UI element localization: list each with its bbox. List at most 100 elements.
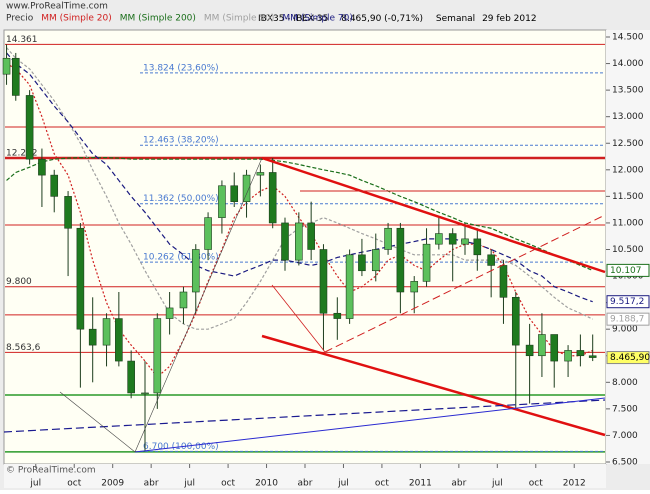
candle-body <box>25 95 34 160</box>
candle-body <box>165 307 174 319</box>
level-label: 12.222 <box>6 149 38 159</box>
x-tick-label: abr <box>144 479 159 489</box>
candle-body <box>11 57 20 96</box>
y-tick-label: 9.000 <box>612 325 638 335</box>
candle-body <box>256 172 265 176</box>
x-tick-label: oct <box>221 479 235 489</box>
trendline <box>261 334 606 437</box>
candle-body <box>179 291 188 309</box>
trendline <box>134 157 263 453</box>
candle-body <box>345 254 354 319</box>
candle-body <box>268 172 277 224</box>
y-tick-label: 12.000 <box>612 165 644 175</box>
candle-body <box>333 312 342 319</box>
x-tick-label: 2010 <box>255 479 278 489</box>
x-tick-label: abr <box>298 479 313 489</box>
y-tick-label: 7.500 <box>612 404 638 414</box>
x-tick-label: 2009 <box>101 479 124 489</box>
candle-body <box>422 243 431 282</box>
header: IBX35 - IBEX-35 8.465,90 (-0,71%) Semana… <box>258 14 537 24</box>
candle-body <box>473 238 482 256</box>
candle-body <box>499 265 508 298</box>
x-tick-label: 2012 <box>563 479 586 489</box>
fib-label: 13.824 (23,60%) <box>143 63 219 73</box>
end-label: 9.517,2 <box>610 297 644 307</box>
candle-body <box>50 174 59 197</box>
last: 8.465,90 (-0,71%) <box>341 14 423 24</box>
y-tick-label: 10.500 <box>612 245 644 255</box>
level-label: 14.361 <box>6 35 38 45</box>
y-tick-label: 6.500 <box>612 458 638 468</box>
candle-body <box>127 360 135 394</box>
end-label-box <box>606 295 650 309</box>
trendlines <box>3 156 606 453</box>
candle-body <box>576 350 585 357</box>
candle-body <box>38 158 46 176</box>
plot: 14.361 12.222 9.800 8.563,6 13.824 (23,60%) 1… <box>2 35 605 453</box>
trendline <box>3 399 606 433</box>
y-tick-label: 13.000 <box>612 112 644 122</box>
legend-entry: MM (Simple 20) <box>41 14 111 24</box>
y-tick-label: 12.500 <box>612 139 644 149</box>
trendline <box>59 391 136 453</box>
candle-body <box>102 318 111 346</box>
candle-body <box>281 222 289 261</box>
trendline <box>324 214 606 353</box>
y-tick-label: 14.500 <box>612 33 644 43</box>
x-tick-label: oct <box>529 479 543 489</box>
candle-body <box>538 334 546 357</box>
y-tick-label: 13.500 <box>612 86 644 96</box>
y-tick-label: 11.000 <box>612 218 644 228</box>
symbol: IBX35 - IBEX-35 <box>258 14 328 24</box>
plot-area <box>3 29 607 465</box>
candle-body <box>153 318 162 394</box>
candle-body <box>319 249 328 314</box>
x-tick-label: jul <box>491 479 503 489</box>
level-label: 8.563,6 <box>6 343 41 353</box>
candle-body <box>295 222 303 261</box>
x-tick-label: jul <box>337 479 349 489</box>
legend: Precio MM (Simple 20) MM (Simple 200) MM (S… <box>6 14 353 24</box>
candle-body <box>64 196 72 229</box>
candle-body <box>2 57 11 75</box>
end-label: 8.465,90 <box>610 353 650 363</box>
candle-body <box>88 328 97 346</box>
candle-body <box>588 355 597 358</box>
candle-body <box>396 227 405 293</box>
candle-body <box>204 217 212 250</box>
level-label: 9.800 <box>6 277 32 287</box>
candle-body <box>564 350 572 362</box>
end-label-box <box>606 312 650 326</box>
fib-label: 11.362 (50,00%) <box>143 194 219 204</box>
candle-body <box>487 254 495 266</box>
candle-body <box>371 249 380 272</box>
end-label-box <box>606 263 650 277</box>
x-tick-label: 2011 <box>409 479 432 489</box>
candle-body <box>550 334 559 362</box>
candle-body <box>218 185 226 218</box>
candle-body <box>115 318 123 362</box>
candle-body <box>410 281 419 293</box>
y-axis-area <box>606 30 650 464</box>
candle-body <box>435 233 443 245</box>
candle-body <box>461 238 469 245</box>
legend-entry: MM (Simple 50) <box>204 14 274 24</box>
candle-body <box>358 254 366 272</box>
candle-body <box>76 227 85 330</box>
candle-body <box>141 392 149 395</box>
candle-body <box>525 344 534 357</box>
candle-body <box>511 297 520 346</box>
candle-body <box>242 174 251 202</box>
site: www.ProRealTime.com <box>6 2 108 12</box>
fib-label: 12.463 (38,20%) <box>143 136 219 146</box>
period: Semanal <box>436 14 475 24</box>
trendline <box>261 156 606 274</box>
y-tick-label: 11.500 <box>612 192 644 202</box>
legend-entry: MM (Simple 70) <box>282 14 352 24</box>
end-label: 9.188,7 <box>610 315 644 325</box>
fib-label: 10.262 (61,80%) <box>143 253 219 263</box>
end-label-box <box>606 351 650 365</box>
y-tick-label: 7.000 <box>612 431 638 441</box>
y-tick-label: 8.000 <box>612 378 638 388</box>
copyright: © ProRealTime.com <box>6 466 96 476</box>
